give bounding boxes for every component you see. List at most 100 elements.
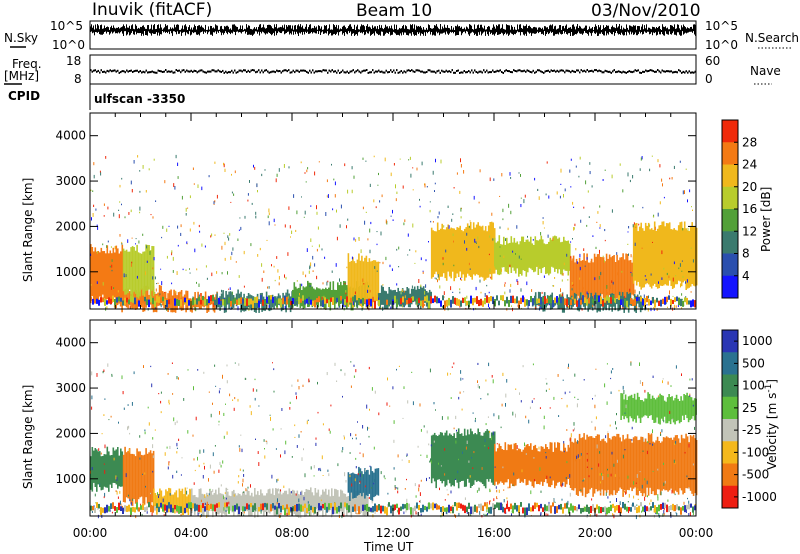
nsky-bar bbox=[259, 24, 260, 36]
ground-scatter bbox=[506, 296, 508, 304]
ground-scatter bbox=[310, 505, 312, 510]
nsky-bar bbox=[268, 24, 269, 33]
heatmap-cell bbox=[626, 292, 628, 308]
ground-scatter bbox=[106, 504, 108, 513]
ground-scatter bbox=[186, 503, 188, 508]
heatmap-cell bbox=[580, 438, 582, 493]
speckle-point bbox=[652, 215, 654, 218]
speckle-point bbox=[176, 470, 178, 473]
heatmap-cell bbox=[494, 443, 496, 486]
ground-scatter bbox=[470, 506, 472, 514]
speckle-point bbox=[97, 226, 99, 230]
heatmap-cell bbox=[100, 247, 103, 302]
velocity-colorbar-segment bbox=[722, 441, 738, 464]
nsky-bar bbox=[524, 26, 525, 36]
nsky-bar bbox=[279, 27, 280, 33]
nsky-bar bbox=[196, 29, 197, 35]
speckle-point bbox=[301, 196, 302, 198]
speckle-point bbox=[258, 462, 260, 466]
speckle-point bbox=[111, 264, 113, 268]
ground-scatter bbox=[328, 503, 330, 510]
heatmap-cell bbox=[143, 454, 146, 505]
heatmap-cell bbox=[140, 253, 143, 290]
freq-point bbox=[337, 69, 339, 72]
ground-scatter bbox=[186, 298, 188, 306]
speckle-point bbox=[498, 489, 500, 493]
speckle-point bbox=[416, 167, 418, 171]
nsky-bar bbox=[116, 27, 117, 34]
speckle-point bbox=[420, 513, 422, 516]
ground-scatter bbox=[430, 503, 432, 509]
ground-scatter bbox=[592, 298, 594, 304]
freq-point bbox=[328, 69, 330, 72]
ground-scatter bbox=[534, 502, 536, 509]
speckle-point bbox=[625, 404, 627, 409]
speckle-point bbox=[312, 270, 314, 272]
speckle-point bbox=[460, 158, 461, 163]
heatmap-cell bbox=[368, 474, 371, 494]
freq-point bbox=[373, 71, 375, 74]
freq-point bbox=[220, 71, 222, 73]
speckle-point bbox=[611, 209, 613, 213]
nsky-bar bbox=[127, 27, 128, 35]
heatmap-cell bbox=[160, 285, 162, 304]
ground-scatter bbox=[206, 504, 208, 511]
heatmap-cell bbox=[503, 450, 505, 485]
speckle-point bbox=[233, 193, 235, 196]
speckle-point bbox=[168, 399, 170, 403]
speckle-point bbox=[351, 166, 353, 170]
speckle-point bbox=[231, 291, 233, 295]
ground-scatter bbox=[516, 296, 518, 304]
nsky-bar bbox=[161, 27, 162, 35]
speckle-point bbox=[553, 498, 554, 503]
speckle-point bbox=[462, 378, 464, 380]
speckle-point bbox=[521, 469, 523, 473]
speckle-point bbox=[314, 263, 316, 267]
heatmap-cell bbox=[376, 468, 378, 495]
ground-scatter bbox=[508, 299, 510, 307]
speckle-point bbox=[627, 475, 629, 479]
speckle-point bbox=[643, 438, 645, 442]
speckle-point bbox=[303, 496, 305, 501]
ground-scatter bbox=[178, 300, 180, 307]
nsky-bar bbox=[456, 26, 457, 36]
ground-scatter bbox=[98, 503, 100, 509]
heatmap-cell bbox=[349, 496, 351, 510]
speckle-point bbox=[404, 488, 406, 490]
speckle-point bbox=[616, 498, 617, 502]
speckle-point bbox=[658, 281, 659, 284]
ground-scatter bbox=[166, 505, 168, 513]
nsky-bar bbox=[625, 29, 626, 32]
speckle-point bbox=[144, 293, 145, 297]
heatmap-cell bbox=[456, 431, 458, 483]
velocity-colorbar-tick-label: 25 bbox=[742, 401, 757, 415]
speckle-point bbox=[689, 378, 691, 381]
heatmap-cell bbox=[564, 447, 567, 487]
speckle-point bbox=[310, 238, 312, 242]
speckle-point bbox=[330, 404, 332, 407]
nsky-bar bbox=[431, 28, 432, 32]
speckle-point bbox=[211, 233, 213, 237]
speckle-point bbox=[223, 495, 225, 500]
ground-scatter bbox=[536, 298, 538, 304]
ground-scatter bbox=[552, 502, 554, 507]
nsky-bar bbox=[296, 29, 297, 32]
ground-scatter bbox=[148, 502, 150, 508]
speckle-point bbox=[435, 503, 437, 505]
nsky-bar bbox=[167, 25, 168, 34]
heatmap-cell bbox=[617, 298, 619, 312]
ground-scatter bbox=[262, 503, 264, 511]
ground-scatter bbox=[214, 504, 216, 512]
speckle-point bbox=[283, 164, 285, 168]
nsky-bar bbox=[528, 26, 529, 33]
freq-point bbox=[643, 70, 645, 73]
heatmap-cell bbox=[207, 295, 210, 312]
nsky-bar bbox=[573, 24, 574, 36]
speckle-point bbox=[180, 513, 182, 517]
speckle-point bbox=[238, 445, 240, 448]
speckle-point bbox=[520, 288, 522, 292]
heatmap-cell bbox=[163, 495, 166, 513]
freq-point bbox=[306, 70, 308, 73]
speckle-point bbox=[222, 374, 223, 379]
speckle-point bbox=[180, 294, 182, 298]
